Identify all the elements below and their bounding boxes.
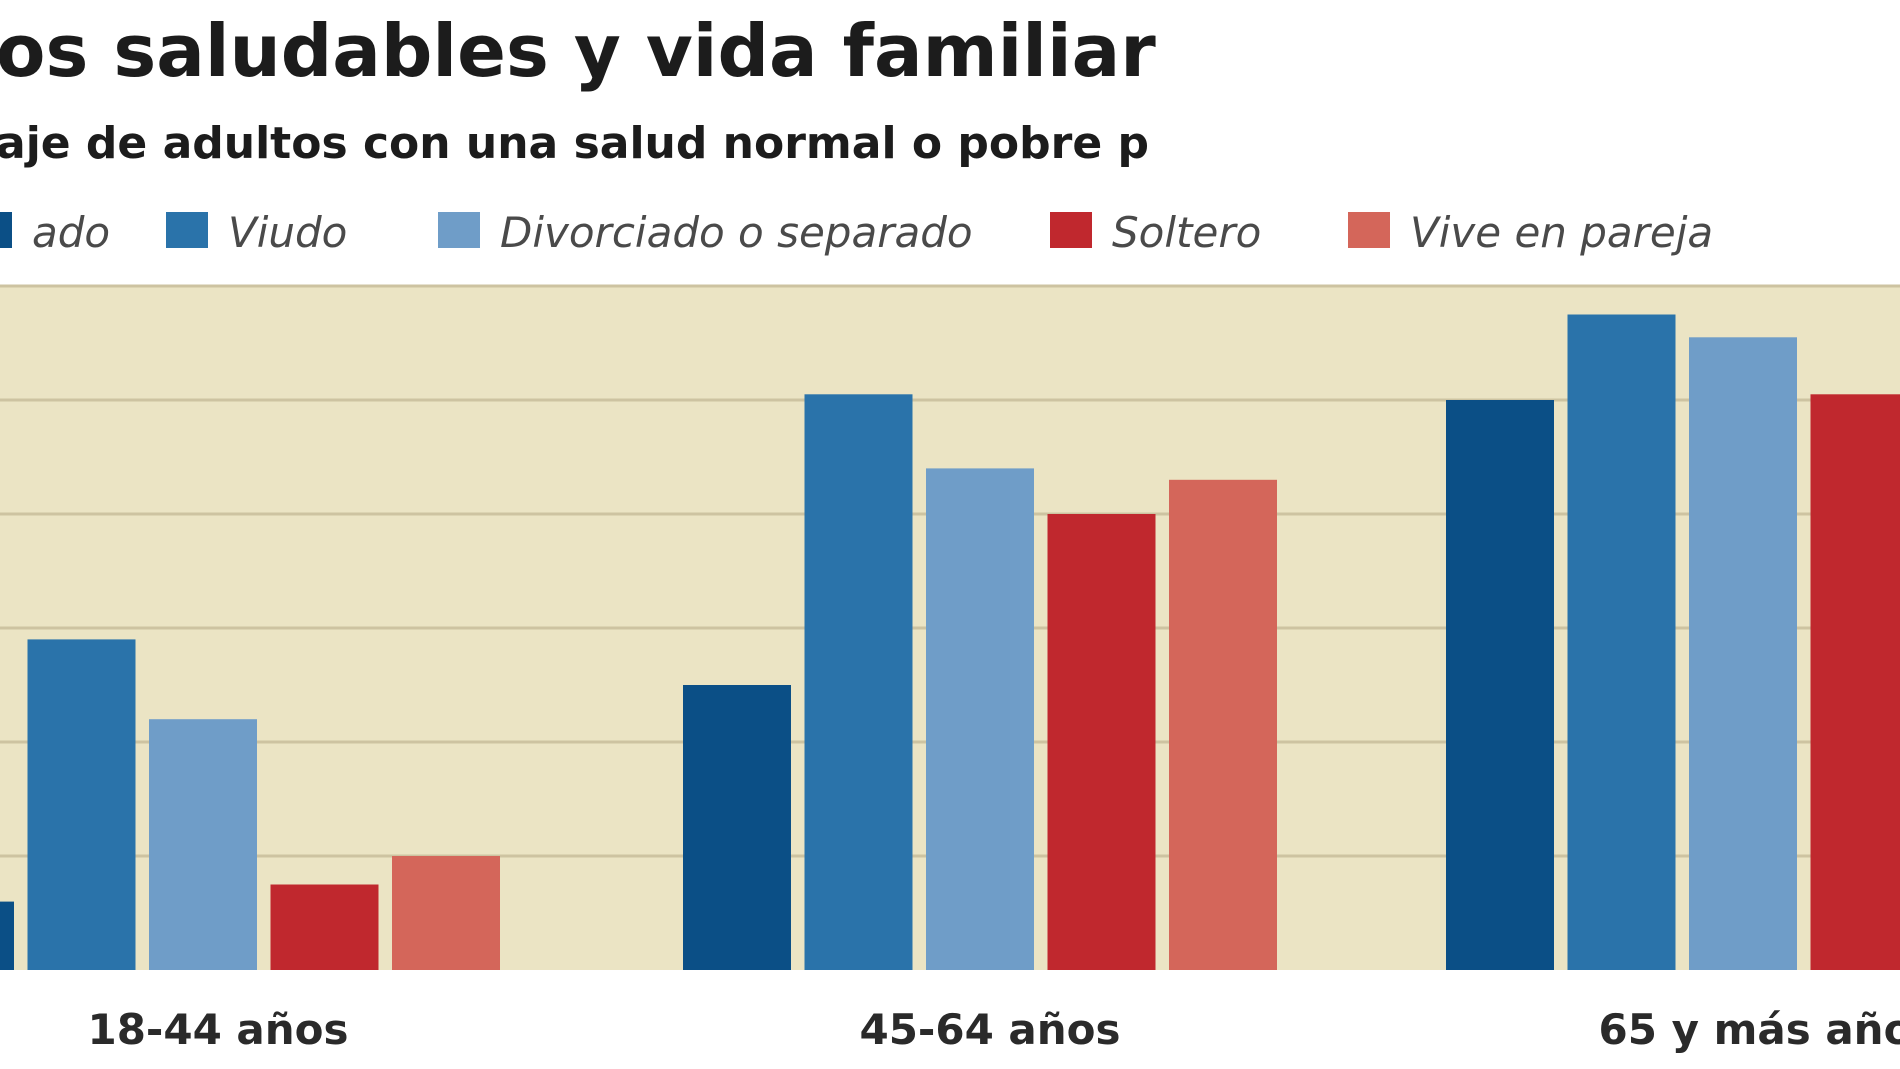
legend-swatch [1348, 212, 1390, 248]
bar [926, 468, 1034, 970]
category-label: 45-64 años [859, 1005, 1120, 1054]
legend-swatch [166, 212, 208, 248]
chart-subtitle: aje de adultos con una salud normal o po… [0, 118, 1149, 169]
legend-swatch [0, 212, 12, 248]
title-clip-mask [1212, 0, 1900, 170]
chart-title: os saludables y vida familiar [0, 9, 1156, 93]
bar [1810, 394, 1900, 970]
bar [392, 856, 500, 970]
bar [27, 639, 136, 970]
legend-swatch [438, 212, 480, 248]
bar [804, 394, 913, 970]
bar [270, 884, 379, 970]
legend-label: Viudo [228, 208, 347, 257]
bar [149, 719, 257, 970]
legend-label: Divorciado o separado [500, 208, 973, 257]
bars [0, 314, 1900, 970]
category-labels: 18-44 años 45-64 años 65 y más años [87, 1005, 1900, 1054]
bar [1567, 314, 1676, 970]
category-label: 18-44 años [87, 1005, 348, 1054]
legend-swatch [1050, 212, 1092, 248]
legend-label: Vive en pareja [1410, 208, 1713, 257]
bar [683, 685, 791, 970]
bar [1047, 514, 1156, 970]
bar [1446, 400, 1554, 970]
category-label: 65 y más años [1599, 1005, 1900, 1054]
legend: ado Viudo Divorciado o separado Soltero Vive… [0, 208, 1713, 257]
bar [1689, 337, 1797, 970]
legend-label: Soltero [1112, 208, 1261, 257]
bar [0, 901, 14, 970]
legend-label: ado [32, 208, 110, 257]
bar [1169, 479, 1277, 970]
